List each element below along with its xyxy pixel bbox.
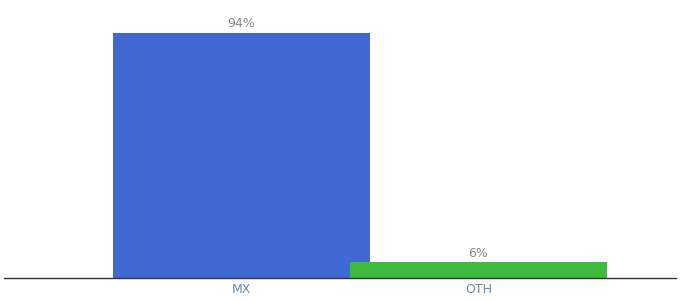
Text: 6%: 6% xyxy=(469,247,488,260)
Text: 94%: 94% xyxy=(227,17,255,30)
Bar xyxy=(113,33,370,278)
Bar xyxy=(350,262,607,278)
